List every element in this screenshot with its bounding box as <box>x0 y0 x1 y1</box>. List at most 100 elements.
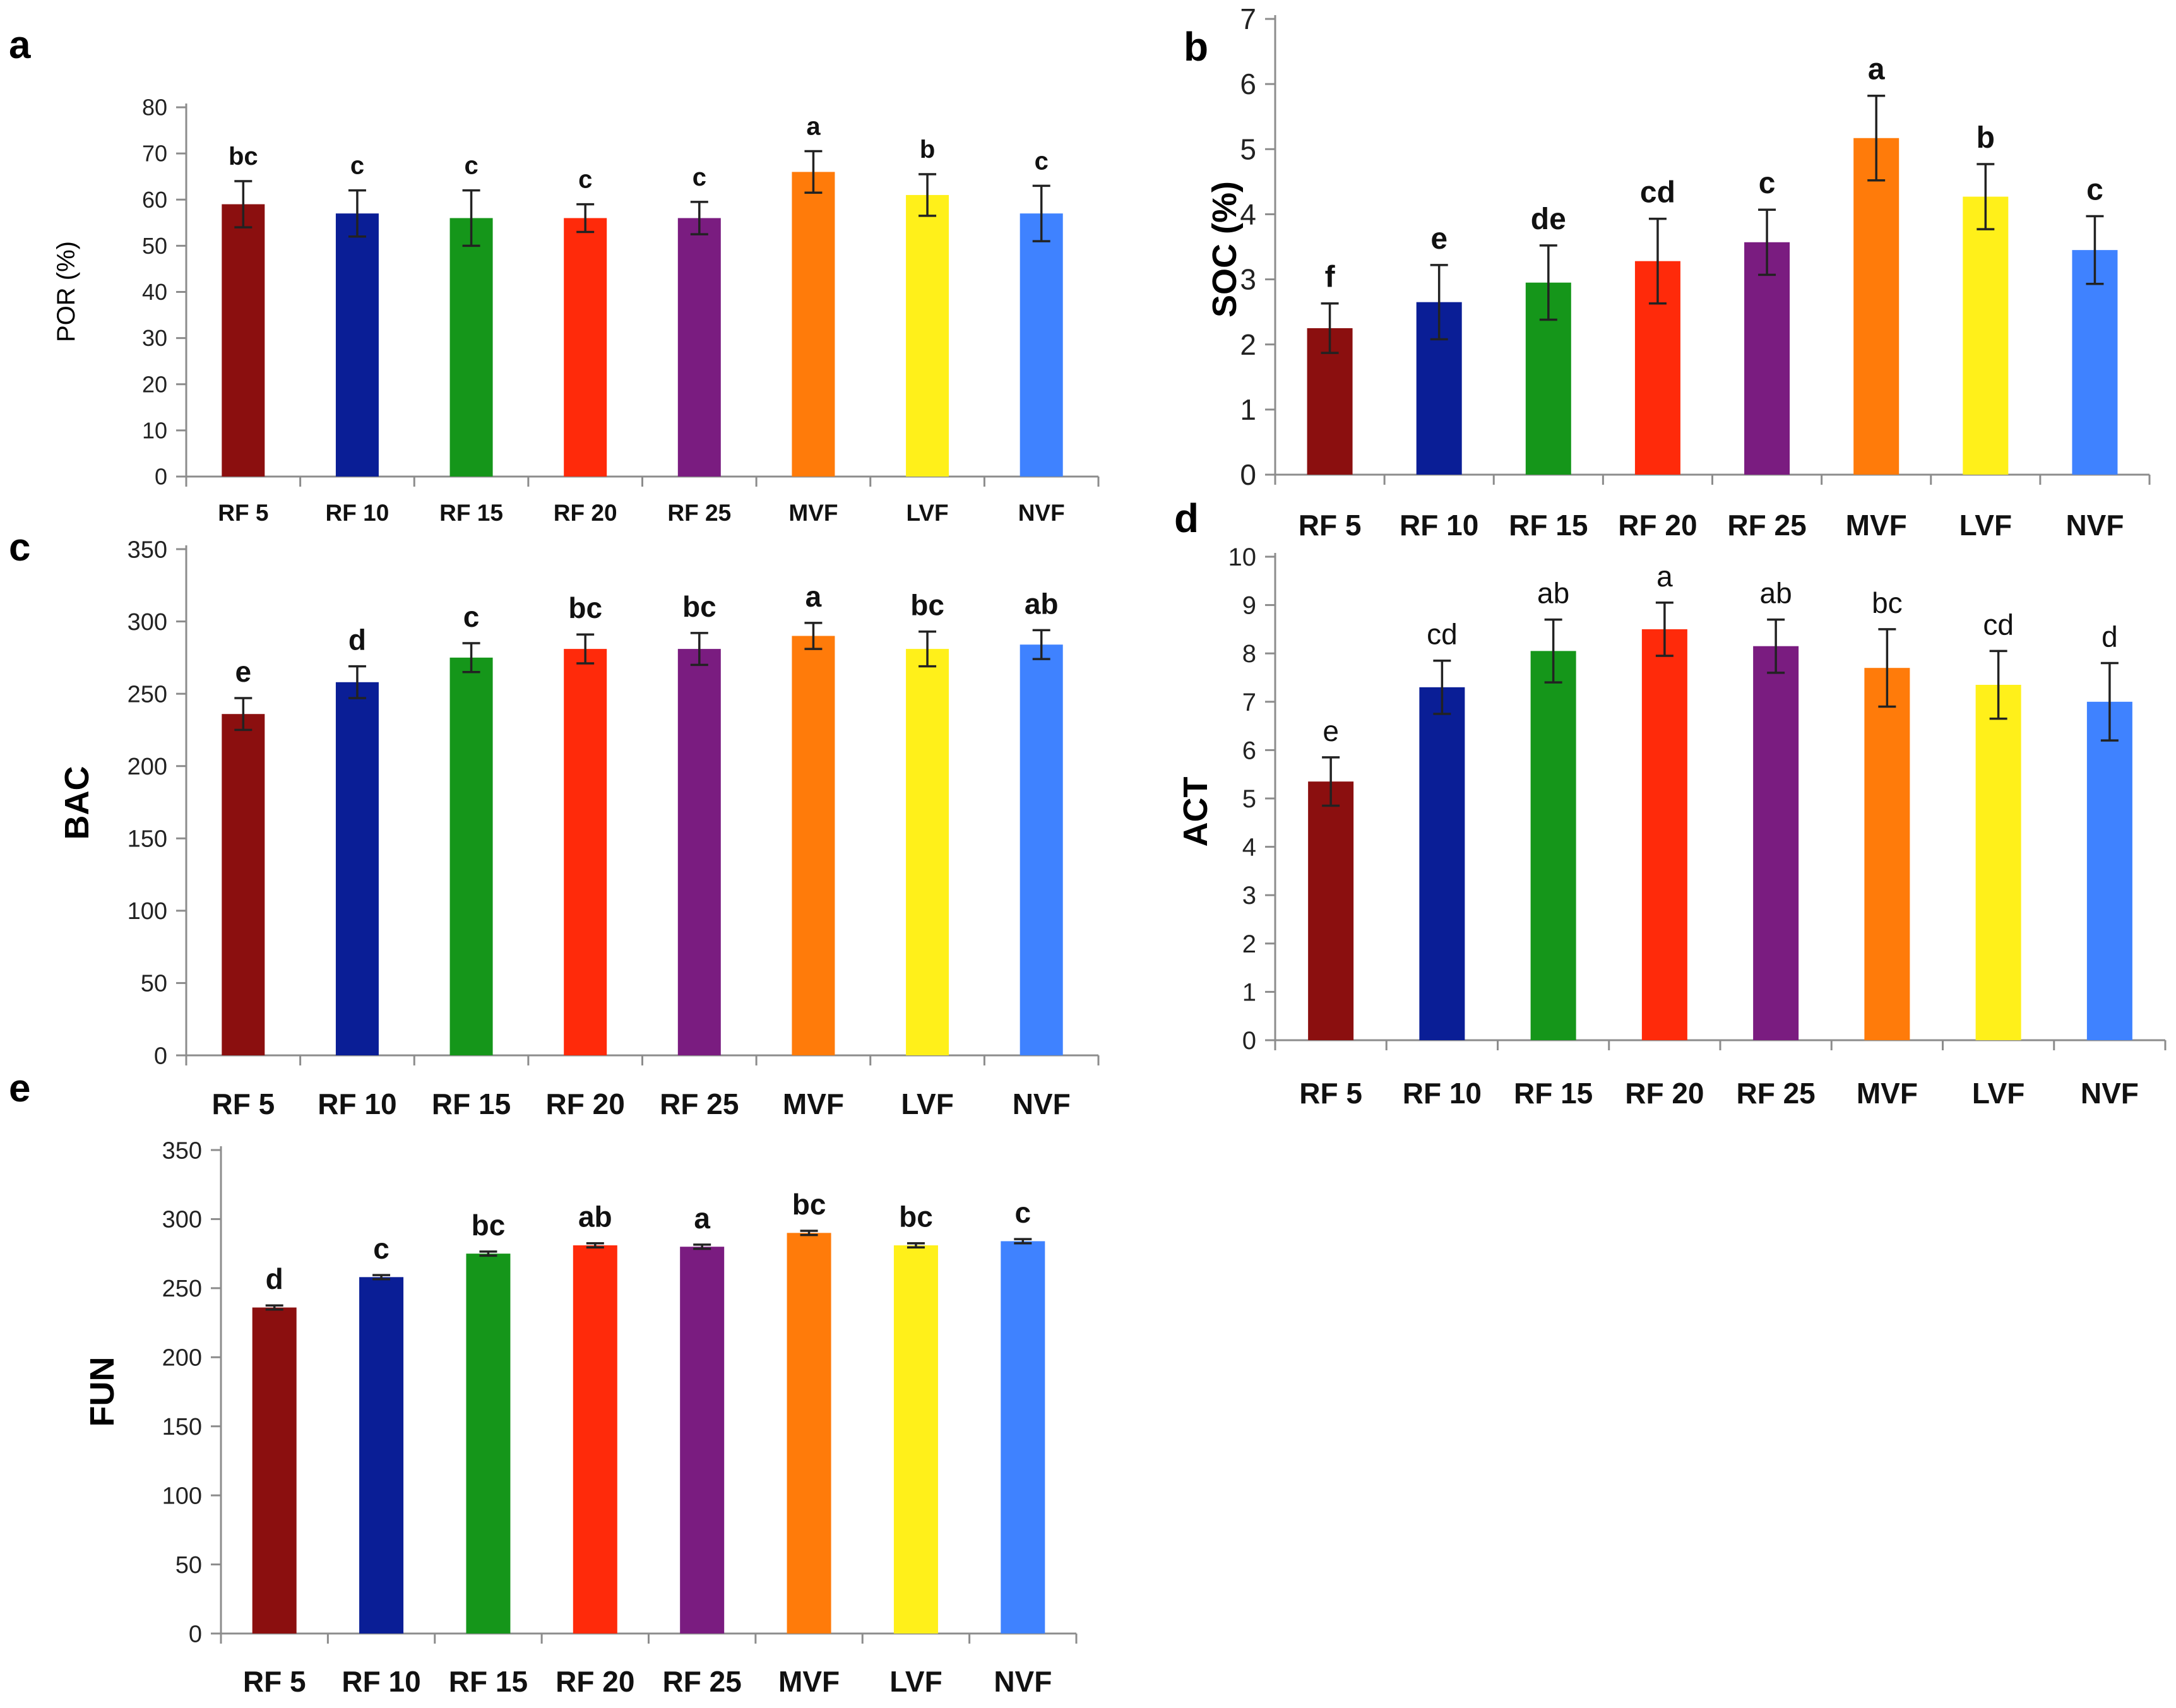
significance-letter: c <box>350 152 364 180</box>
x-tick-label: RF 5 <box>1299 1077 1362 1110</box>
y-axis-label: FUN <box>83 1357 121 1427</box>
panel-letter: b <box>1184 24 1208 69</box>
x-tick-label: NVF <box>1013 1088 1071 1120</box>
y-tick-label: 1 <box>1242 978 1256 1006</box>
significance-letter: cd <box>1640 176 1675 210</box>
y-tick-label: 3 <box>1240 263 1256 296</box>
x-tick-label: RF 15 <box>1514 1077 1593 1110</box>
x-tick-label: MVF <box>1846 509 1907 542</box>
y-tick-label: 2 <box>1242 930 1256 958</box>
panel-d: d 0 1 2 3 4 5 6 7 8 9 10 ACT e RF 5 cd RF 10 ab RF 15 a RF 2… <box>1174 495 2167 1110</box>
x-tick-label: RF 10 <box>1400 509 1478 542</box>
x-tick-label: RF 10 <box>1403 1077 1482 1110</box>
significance-letter: bc <box>910 589 944 622</box>
significance-letter: b <box>1977 121 1995 155</box>
significance-letter: ab <box>1760 577 1792 610</box>
significance-letter: c <box>373 1232 389 1265</box>
x-tick-label: RF 20 <box>556 1665 634 1698</box>
bar-mvf <box>1853 138 1900 475</box>
significance-letter: d <box>2102 620 2118 653</box>
significance-letter: c <box>693 163 706 191</box>
y-axis-label: SOC (%) <box>1206 181 1244 317</box>
x-tick-label: RF 25 <box>1736 1077 1815 1110</box>
y-tick-label: 1 <box>1240 393 1256 426</box>
x-tick-label: RF 25 <box>663 1665 742 1698</box>
y-tick-label: 350 <box>162 1137 202 1164</box>
bar-nvf <box>1020 213 1063 477</box>
y-tick-label: 100 <box>162 1483 202 1509</box>
y-tick-label: 9 <box>1242 592 1256 620</box>
bar-mvf <box>787 1233 831 1634</box>
x-tick-label: LVF <box>1959 509 2012 542</box>
panel-letter: c <box>9 526 30 569</box>
x-tick-label: MVF <box>783 1088 844 1120</box>
significance-letter: e <box>235 655 252 688</box>
bar-rf5 <box>222 714 265 1055</box>
y-tick-label: 300 <box>128 609 167 636</box>
significance-letter: c <box>578 166 592 194</box>
bar-mvf <box>792 636 835 1055</box>
y-tick-label: 0 <box>189 1621 202 1647</box>
y-tick-label: 70 <box>142 141 167 167</box>
significance-letter: de <box>1531 203 1566 236</box>
x-tick-label: LVF <box>1972 1077 2024 1110</box>
bar-rf5 <box>222 204 265 477</box>
y-tick-label: 100 <box>128 898 167 925</box>
significance-letter: e <box>1430 222 1448 256</box>
y-tick-label: 0 <box>1242 1027 1256 1055</box>
x-tick-label: RF 5 <box>243 1665 306 1698</box>
significance-letter: c <box>2086 174 2103 207</box>
x-tick-label: RF 10 <box>326 500 389 526</box>
bar-rf10 <box>1419 687 1465 1040</box>
x-tick-label: RF 25 <box>1727 509 1806 542</box>
panel-letter: a <box>9 23 31 67</box>
y-tick-label: 4 <box>1242 834 1256 862</box>
x-tick-label: MVF <box>788 500 838 526</box>
y-tick-label: 350 <box>128 537 167 563</box>
panel-e: e 0 50 100 150 200 250 300 350 FUN d RF 5 c RF 10 bc RF… <box>9 1067 1078 1698</box>
y-tick-label: 30 <box>142 325 167 351</box>
y-tick-label: 3 <box>1242 882 1256 910</box>
bar-mvf <box>1864 668 1910 1040</box>
x-tick-label: RF 20 <box>554 500 617 526</box>
y-tick-label: 6 <box>1240 68 1256 100</box>
significance-letter: bc <box>1872 586 1903 619</box>
y-tick-label: 300 <box>162 1207 202 1233</box>
bar-nvf <box>2086 701 2132 1040</box>
significance-letter: ab <box>1537 577 1569 610</box>
significance-letter: cd <box>1983 608 2014 641</box>
x-tick-label: RF 15 <box>449 1665 528 1698</box>
bar-rf5 <box>252 1307 297 1634</box>
bar-nvf <box>1001 1241 1045 1634</box>
x-tick-label: NVF <box>994 1665 1052 1698</box>
x-tick-label: MVF <box>778 1665 840 1698</box>
significance-letter: c <box>463 600 480 633</box>
y-tick-label: 60 <box>142 187 167 213</box>
x-tick-label: RF 20 <box>546 1088 625 1120</box>
y-axis-label: POR (%) <box>52 241 80 342</box>
x-tick-label: RF 5 <box>218 500 268 526</box>
bar-lvf <box>1975 684 2021 1040</box>
y-tick-label: 200 <box>162 1345 202 1372</box>
panel-letter: d <box>1174 495 1199 541</box>
y-tick-label: 50 <box>175 1552 202 1579</box>
significance-letter: cd <box>1427 618 1458 651</box>
y-tick-label: 6 <box>1242 737 1256 764</box>
bar-rf25 <box>680 1247 725 1634</box>
x-tick-label: RF 25 <box>660 1088 739 1120</box>
significance-letter: f <box>1325 261 1336 294</box>
y-axis-label: ACT <box>1177 776 1215 846</box>
x-tick-label: RF 20 <box>1625 1077 1704 1110</box>
x-tick-label: RF 15 <box>1509 509 1588 542</box>
y-tick-label: 80 <box>142 95 167 121</box>
bar-rf20 <box>564 218 607 477</box>
bar-lvf <box>906 194 949 477</box>
significance-letter: ab <box>578 1201 612 1233</box>
y-tick-label: 5 <box>1242 785 1256 813</box>
y-tick-label: 150 <box>128 826 167 853</box>
bar-rf25 <box>677 218 721 477</box>
bar-rf10 <box>335 682 379 1055</box>
x-tick-label: RF 10 <box>342 1665 420 1698</box>
